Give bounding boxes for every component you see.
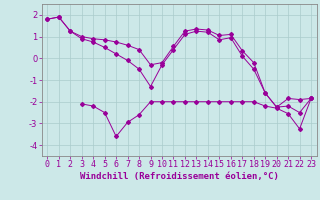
X-axis label: Windchill (Refroidissement éolien,°C): Windchill (Refroidissement éolien,°C) bbox=[80, 172, 279, 181]
